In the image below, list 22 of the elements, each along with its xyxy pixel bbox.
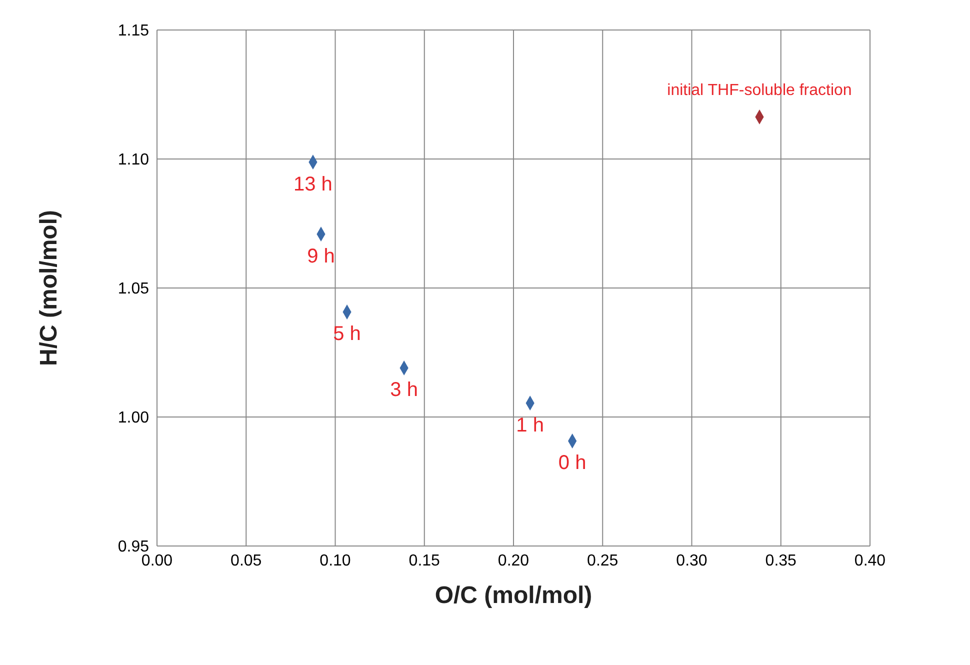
annotation: 1 h	[516, 414, 544, 436]
x-tick-label: 0.25	[587, 552, 618, 570]
x-axis-title: O/C (mol/mol)	[434, 582, 592, 610]
x-tick-label: 0.35	[765, 552, 797, 570]
annotation: 5 h	[333, 323, 361, 346]
y-tick-label: 1.15	[118, 22, 150, 40]
annotation: initial THF-soluble fraction	[667, 82, 852, 99]
annotation: 0 h	[558, 452, 586, 474]
x-tick-label: 0.30	[676, 552, 708, 570]
x-tick-label: 0.05	[230, 552, 262, 570]
annotation: 13 h	[294, 173, 332, 196]
x-tick-label: 0.40	[854, 552, 886, 570]
annotation: 3 h	[390, 379, 418, 402]
y-axis-title: H/C (mol/mol)	[36, 210, 63, 366]
x-tick-label: 0.00	[141, 552, 173, 570]
x-tick-label: 0.15	[408, 552, 440, 570]
x-tick-label: 0.10	[320, 552, 351, 570]
annotation: 9 h	[307, 245, 335, 268]
y-tick-label: 1.00	[118, 410, 150, 427]
y-tick-label: 1.10	[118, 152, 150, 169]
x-tick-label: 0.20	[498, 552, 530, 570]
y-tick-label: 1.05	[118, 280, 150, 298]
